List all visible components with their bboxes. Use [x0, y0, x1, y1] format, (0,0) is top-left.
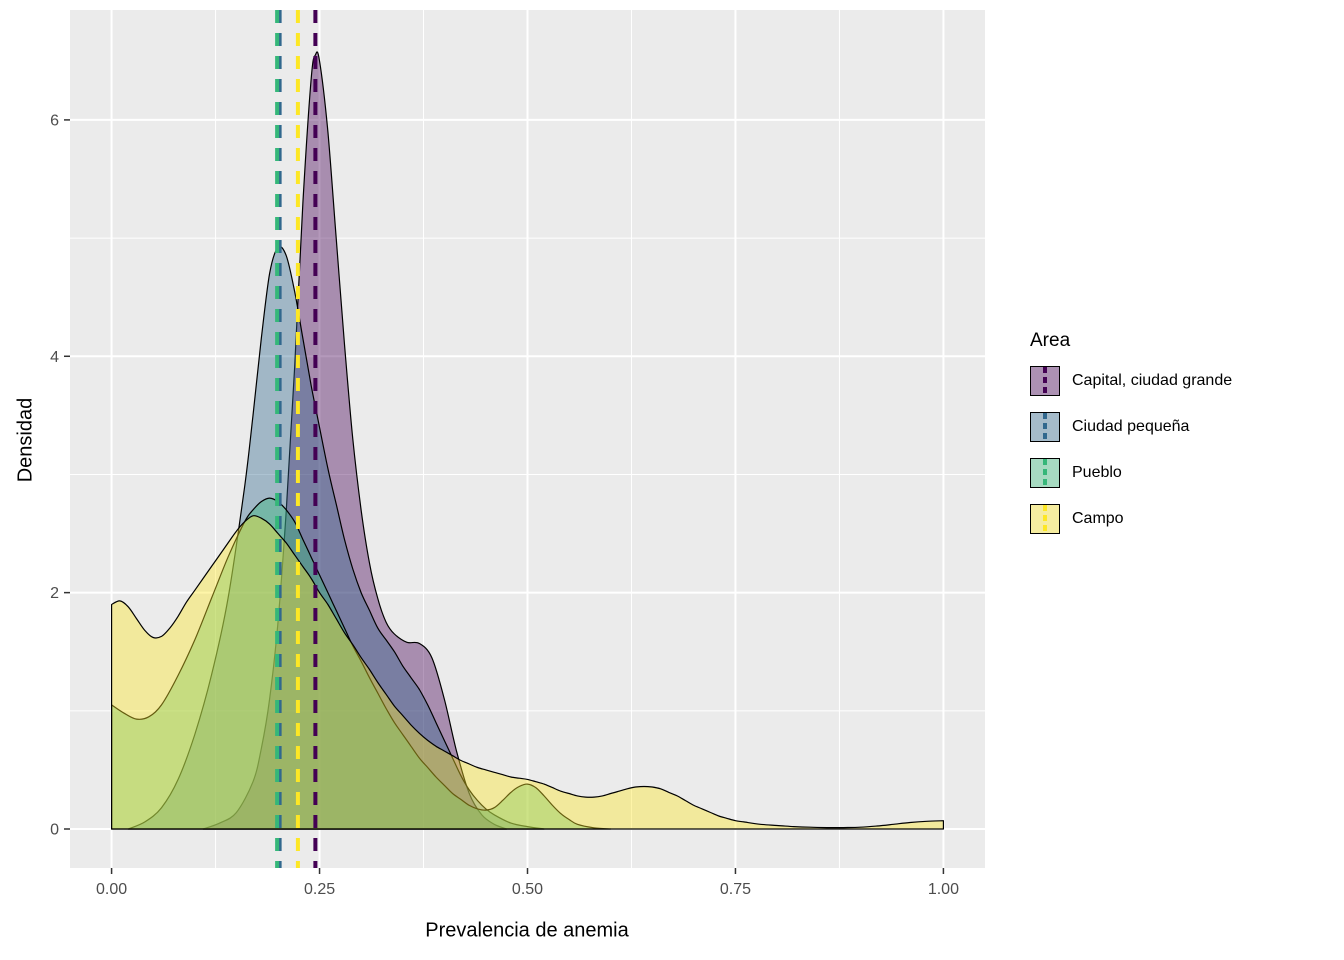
legend-item-pueblo: Pueblo: [1030, 458, 1232, 488]
legend-title: Area: [1030, 330, 1071, 351]
y-tick-label: 6: [50, 112, 59, 129]
x-tick-label: 0.25: [304, 881, 335, 898]
y-tick-label: 0: [50, 822, 59, 839]
density-area-pueblo: [111, 497, 612, 830]
legend-key-dashed-line: [1043, 459, 1047, 487]
x-tick-label: 0.50: [512, 881, 543, 898]
density-area-campo: [111, 515, 944, 830]
legend-item-label: Pueblo: [1072, 464, 1122, 481]
x-tick-label: 0.75: [720, 881, 751, 898]
legend-key-campo: [1030, 504, 1060, 534]
legend-key-capital-ciudad-grande: [1030, 366, 1060, 396]
legend-key-dashed-line: [1043, 367, 1047, 395]
y-axis-title: Densidad: [14, 397, 37, 483]
x-tick-label: 1.00: [928, 881, 959, 898]
legend-item-label: Campo: [1072, 510, 1124, 527]
legend-key-pueblo: [1030, 458, 1060, 488]
legend-key-dashed-line: [1043, 505, 1047, 533]
legend-item-label: Ciudad pequeña: [1072, 418, 1190, 435]
legend-items: Capital, ciudad grande Ciudad pequeña Pueb…: [1030, 366, 1232, 534]
x-tick-label: 0.00: [96, 881, 127, 898]
legend-key-dashed-line: [1043, 413, 1047, 441]
legend-item-ciudad-peque-a: Ciudad pequeña: [1030, 412, 1232, 442]
y-tick-label: 2: [50, 585, 59, 602]
x-axis-title: Prevalencia de anemia: [425, 919, 629, 942]
legend-item-campo: Campo: [1030, 504, 1232, 534]
legend-item-capital-ciudad-grande: Capital, ciudad grande: [1030, 366, 1232, 396]
legend-item-label: Capital, ciudad grande: [1072, 372, 1233, 389]
legend-key-ciudad-peque-a: [1030, 412, 1060, 442]
y-tick-label: 4: [50, 349, 59, 366]
legend: Area Capital, ciudad grande Ciudad pequeñ…: [1030, 330, 1232, 550]
